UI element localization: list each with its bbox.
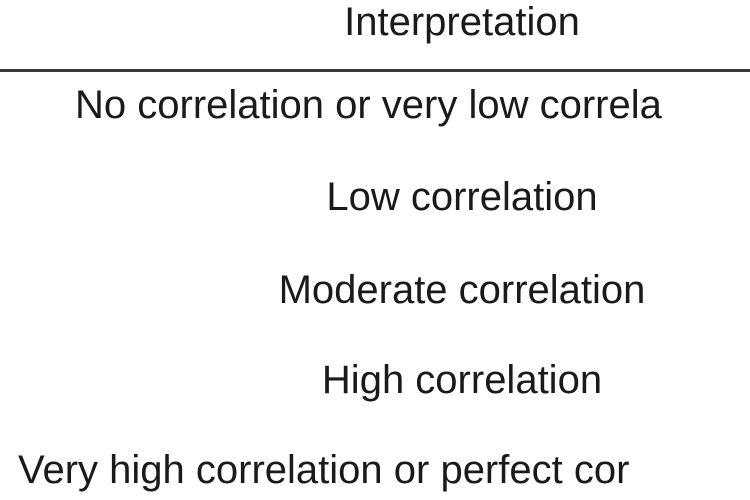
column-header: Interpretation: [344, 0, 580, 44]
table-cell: Moderate correlation: [278, 268, 646, 312]
table-cell: Low correlation: [326, 175, 598, 219]
header-rule: [0, 69, 750, 72]
table-cell: No correlation or very low correla: [75, 83, 662, 127]
table-cell: Very high correlation or perfect cor: [18, 448, 630, 492]
table-cell: High correlation: [321, 358, 603, 402]
